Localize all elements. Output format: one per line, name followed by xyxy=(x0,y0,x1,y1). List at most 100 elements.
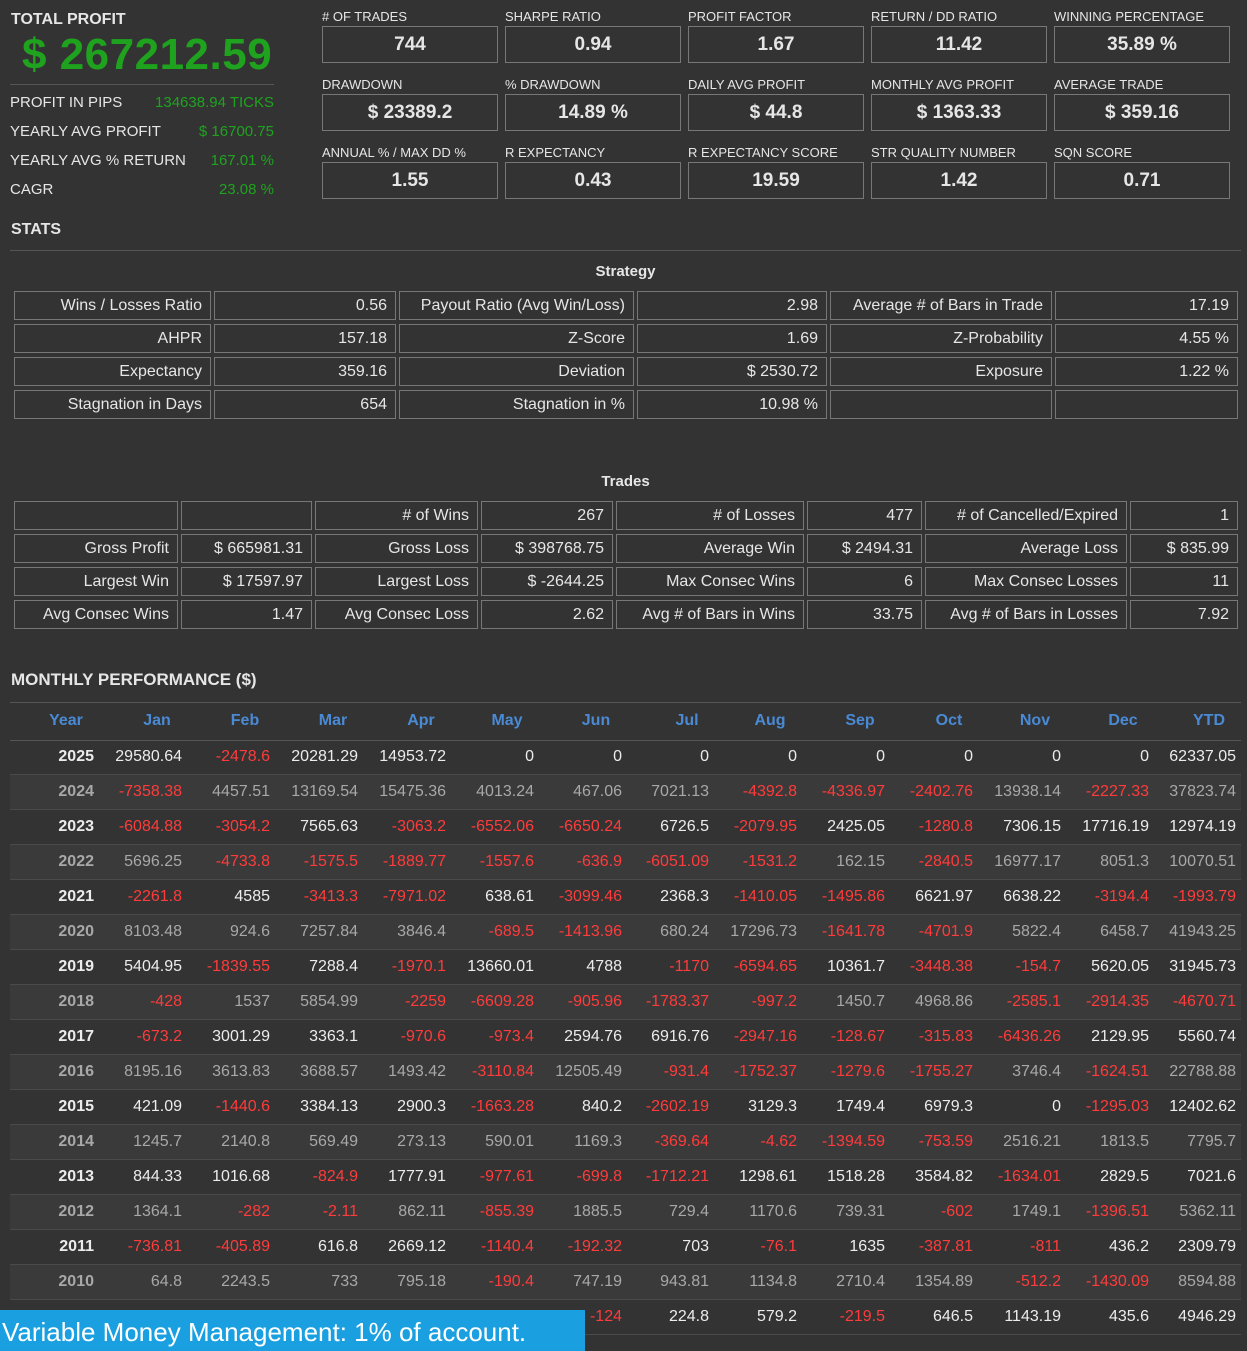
month-value-cell: -2602.19 xyxy=(645,1098,709,1115)
month-value-cell: 1518.28 xyxy=(827,1168,885,1185)
table-row: 2018 -428 1537 5854.99 -2259 -6609.28 -905.96 -… xyxy=(10,985,1241,1020)
month-value-cell: 6726.5 xyxy=(660,818,709,835)
table-row: 2017 -673.2 3001.29 3363.1 -970.6 -973.4 2594.… xyxy=(10,1020,1241,1055)
month-value-cell: -2261.8 xyxy=(127,888,182,905)
strategy-value-cell: $ 2530.72 xyxy=(637,357,827,386)
month-value-cell: -7971.02 xyxy=(382,888,446,905)
month-value-cell: 5822.4 xyxy=(1012,923,1061,940)
trades-value-cell: $ 398768.75 xyxy=(481,534,613,563)
metric-label: RETURN / DD RATIO xyxy=(871,9,998,24)
month-value-cell: 7288.4 xyxy=(309,958,358,975)
month-value-cell: -2478.6 xyxy=(215,748,270,765)
month-value-cell: 16977.17 xyxy=(994,853,1061,870)
row-divider xyxy=(10,914,1241,915)
month-value-cell: 795.18 xyxy=(397,1273,446,1290)
month-value-cell: -128.67 xyxy=(830,1028,885,1045)
month-value-cell: -1410.05 xyxy=(733,888,797,905)
summary-label: YEARLY AVG % RETURN xyxy=(10,152,186,169)
month-value-cell: -1394.59 xyxy=(821,1133,885,1150)
month-value-cell: -1575.5 xyxy=(303,853,358,870)
strategy-value-cell: 359.16 xyxy=(214,357,396,386)
row-divider xyxy=(10,1054,1241,1055)
table-row: 2022 5696.25 -4733.8 -1575.5 -1889.77 -1557.6… xyxy=(10,845,1241,880)
month-value-cell: -4.62 xyxy=(760,1133,797,1150)
strategy-label-cell: Expectancy xyxy=(14,357,211,386)
stats-divider xyxy=(10,250,1241,251)
metric-label: # OF TRADES xyxy=(322,9,408,24)
metric-label: ANNUAL % / MAX DD % xyxy=(322,145,466,160)
metric-card: DAILY AVG PROFIT $ 44.8 xyxy=(688,78,864,131)
summary-row-cagr: CAGR 23.08 % xyxy=(10,181,274,203)
metric-card: DRAWDOWN $ 23389.2 xyxy=(322,78,498,131)
metric-label: DAILY AVG PROFIT xyxy=(688,77,806,92)
month-value-cell: 5362.11 xyxy=(1179,1203,1236,1220)
month-value-cell: -2914.35 xyxy=(1085,993,1149,1010)
metric-value: $ 1363.33 xyxy=(871,94,1047,131)
trades-label-cell: Average Loss xyxy=(925,534,1127,563)
table-row: 2020 8103.48 924.6 7257.84 3846.4 -689.5 -1413… xyxy=(10,915,1241,950)
month-value-cell: 3363.1 xyxy=(309,1028,358,1045)
monthly-header-jan: Jan xyxy=(143,712,171,729)
month-value-cell: 3688.57 xyxy=(300,1063,358,1080)
trades-label-cell: Avg # of Bars in Wins xyxy=(616,600,804,629)
month-value-cell: 15475.36 xyxy=(379,783,446,800)
month-value-cell: 2594.76 xyxy=(564,1028,622,1045)
row-divider xyxy=(10,1159,1241,1160)
month-value-cell: 2368.3 xyxy=(660,888,709,905)
trades-value-cell: 6 xyxy=(807,567,922,596)
month-value-cell: 0 xyxy=(788,748,797,765)
summary-row-yearly-avg-profit: YEARLY AVG PROFIT $ 16700.75 xyxy=(10,123,274,145)
table-row: 2012 1364.1 -282 -2.11 862.11 -855.39 1885.5 72… xyxy=(10,1195,1241,1230)
year-cell: 2016 xyxy=(58,1063,94,1080)
monthly-header-jul: Jul xyxy=(675,712,699,729)
year-cell: 2025 xyxy=(58,748,94,765)
month-value-cell: 1298.61 xyxy=(739,1168,797,1185)
metric-value: $ 359.16 xyxy=(1054,94,1230,131)
metric-card: AVERAGE TRADE $ 359.16 xyxy=(1054,78,1230,131)
year-cell: 2021 xyxy=(58,888,94,905)
month-value-cell: 1777.91 xyxy=(388,1168,446,1185)
month-value-cell: -3054.2 xyxy=(215,818,270,835)
month-value-cell: -673.2 xyxy=(136,1028,182,1045)
strategy-label-cell: Stagnation in % xyxy=(399,390,634,419)
month-value-cell: -1279.6 xyxy=(830,1063,885,1080)
strategy-value-cell xyxy=(1055,390,1238,419)
month-value-cell: 2900.3 xyxy=(397,1098,446,1115)
trades-value-cell: 477 xyxy=(807,501,922,530)
trades-value-cell: 2.62 xyxy=(481,600,613,629)
table-row: 2023 -6084.88 -3054.2 7565.63 -3063.2 -6552.0… xyxy=(10,810,1241,845)
year-cell: 2023 xyxy=(58,818,94,835)
month-value-cell: -1783.37 xyxy=(645,993,709,1010)
metric-label: R EXPECTANCY SCORE xyxy=(688,145,838,160)
month-value-cell: 2243.5 xyxy=(221,1273,270,1290)
month-value-cell: 8103.48 xyxy=(124,923,182,940)
month-value-cell: 924.6 xyxy=(229,923,270,940)
month-value-cell: -6650.24 xyxy=(558,818,622,835)
row-divider xyxy=(10,984,1241,985)
monthly-header-sep: Sep xyxy=(845,712,875,729)
month-value-cell: -6609.28 xyxy=(470,993,534,1010)
month-value-cell: 2425.05 xyxy=(827,818,885,835)
month-value-cell: -824.9 xyxy=(312,1168,358,1185)
summary-label: PROFIT IN PIPS xyxy=(10,94,123,111)
trades-label-cell: Average Win xyxy=(616,534,804,563)
monthly-header-ytd: YTD xyxy=(1193,712,1225,729)
month-value-cell: 273.13 xyxy=(397,1133,446,1150)
metric-label: R EXPECTANCY xyxy=(505,145,606,160)
month-value-cell: 840.2 xyxy=(581,1098,622,1115)
row-divider xyxy=(10,949,1241,950)
metric-card: ANNUAL % / MAX DD % 1.55 xyxy=(322,146,498,199)
month-value-cell: 0 xyxy=(700,748,709,765)
table-row: -124 224.8 579.2 -219.5 646.5 1143.19 435.6 494… xyxy=(10,1300,1241,1335)
month-value-cell: -2079.95 xyxy=(733,818,797,835)
month-value-cell: -905.96 xyxy=(567,993,622,1010)
summary-value: 23.08 % xyxy=(218,181,274,198)
table-row: 2021 -2261.8 4585 -3413.3 -7971.02 638.61 -309… xyxy=(10,880,1241,915)
strategy-value-cell: 10.98 % xyxy=(637,390,827,419)
month-value-cell: -2259 xyxy=(405,993,446,1010)
month-value-cell: -855.39 xyxy=(479,1203,534,1220)
metric-card: R EXPECTANCY 0.43 xyxy=(505,146,681,199)
month-value-cell: -369.64 xyxy=(654,1133,709,1150)
strategy-value-cell: 0.56 xyxy=(214,291,396,320)
year-cell: 2017 xyxy=(58,1028,94,1045)
